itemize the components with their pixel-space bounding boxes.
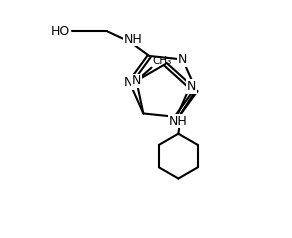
Text: N: N (124, 76, 133, 89)
Text: N: N (178, 53, 187, 66)
Text: N: N (187, 80, 196, 93)
Text: HO: HO (50, 25, 69, 38)
Text: NH: NH (123, 33, 142, 46)
Text: NH: NH (169, 114, 188, 128)
Text: CH₃: CH₃ (153, 56, 172, 66)
Text: N: N (132, 74, 141, 87)
